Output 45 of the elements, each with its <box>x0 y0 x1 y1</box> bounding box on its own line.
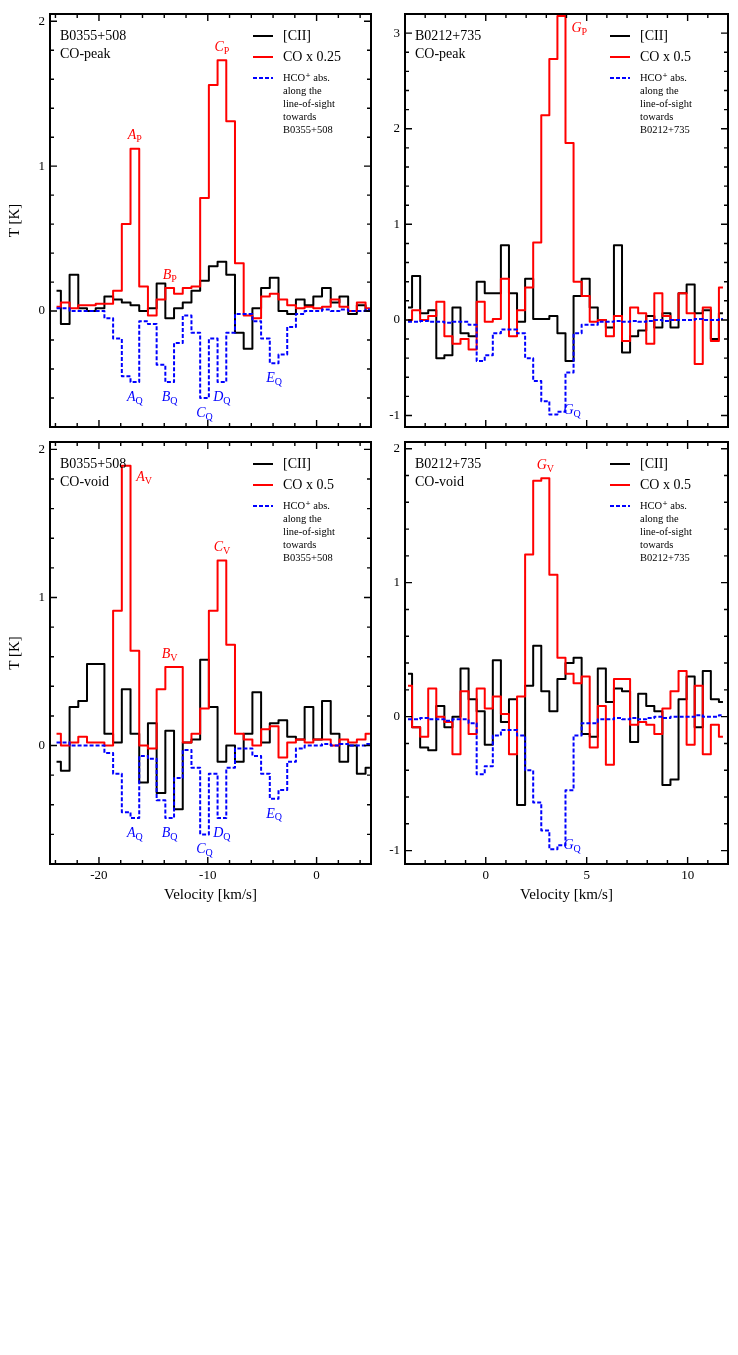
y-tick-label: 0 <box>393 708 400 724</box>
y-tick-label: -1 <box>389 842 400 858</box>
legend-label: HCO⁺ abs. along the line-of-sight towards B0355+508 <box>283 71 335 135</box>
text: B0355+508 <box>60 455 127 471</box>
y-tick-label: 3 <box>393 24 400 40</box>
y-tick-label: 1 <box>393 215 400 231</box>
y-tick-label: -1 <box>389 406 400 422</box>
y-tick-label: 1 <box>38 157 45 173</box>
text: B0212+735 <box>415 455 482 471</box>
legend-label: HCO⁺ abs. along the line-of-sight towards B0212+735 <box>640 71 692 135</box>
x-axis-title: Velocity [km/s] <box>520 885 613 902</box>
legend-label: [CII] <box>283 455 311 471</box>
y-tick-label: 1 <box>38 588 45 604</box>
text: CO-peak <box>60 45 111 61</box>
legend-label: [CII] <box>640 455 668 471</box>
text: CO-void <box>415 473 464 489</box>
text: CO-void <box>60 473 109 489</box>
y-tick-label: 1 <box>393 574 400 590</box>
y-axis-title: T [K] <box>5 636 22 670</box>
text: B0212+735 <box>415 27 482 43</box>
y-tick-label: 2 <box>38 12 45 28</box>
legend-label: HCO⁺ abs. along the line-of-sight towards B0355+508 <box>283 499 335 563</box>
y-axis-title: T [K] <box>5 203 22 238</box>
y-tick-label: 2 <box>38 440 45 456</box>
y-tick-label: 0 <box>38 302 45 318</box>
x-tick-label: 10 <box>681 867 695 883</box>
legend-label: CO x 0.5 <box>283 476 334 492</box>
legend-label: CO x 0.5 <box>640 476 691 492</box>
y-tick-label: 0 <box>38 736 45 752</box>
x-tick-label: 0 <box>482 867 489 883</box>
x-tick-label: 0 <box>313 867 320 883</box>
legend-label: [CII] <box>283 27 311 43</box>
text: CO-peak <box>415 45 466 61</box>
x-tick-label: 5 <box>583 867 590 883</box>
legend-label: CO x 0.25 <box>283 48 341 64</box>
x-tick-label: -10 <box>199 867 217 883</box>
y-tick-label: 0 <box>393 311 400 327</box>
text: B0355+508 <box>60 27 127 43</box>
legend-label: HCO⁺ abs. along the line-of-sight towards B0212+735 <box>640 499 692 563</box>
y-tick-label: 2 <box>393 120 400 136</box>
x-axis-title: Velocity [km/s] <box>164 885 257 902</box>
legend-label: CO x 0.5 <box>640 48 691 64</box>
legend-label: [CII] <box>640 27 668 43</box>
y-tick-label: 2 <box>393 440 400 456</box>
x-tick-label: -20 <box>90 867 108 883</box>
